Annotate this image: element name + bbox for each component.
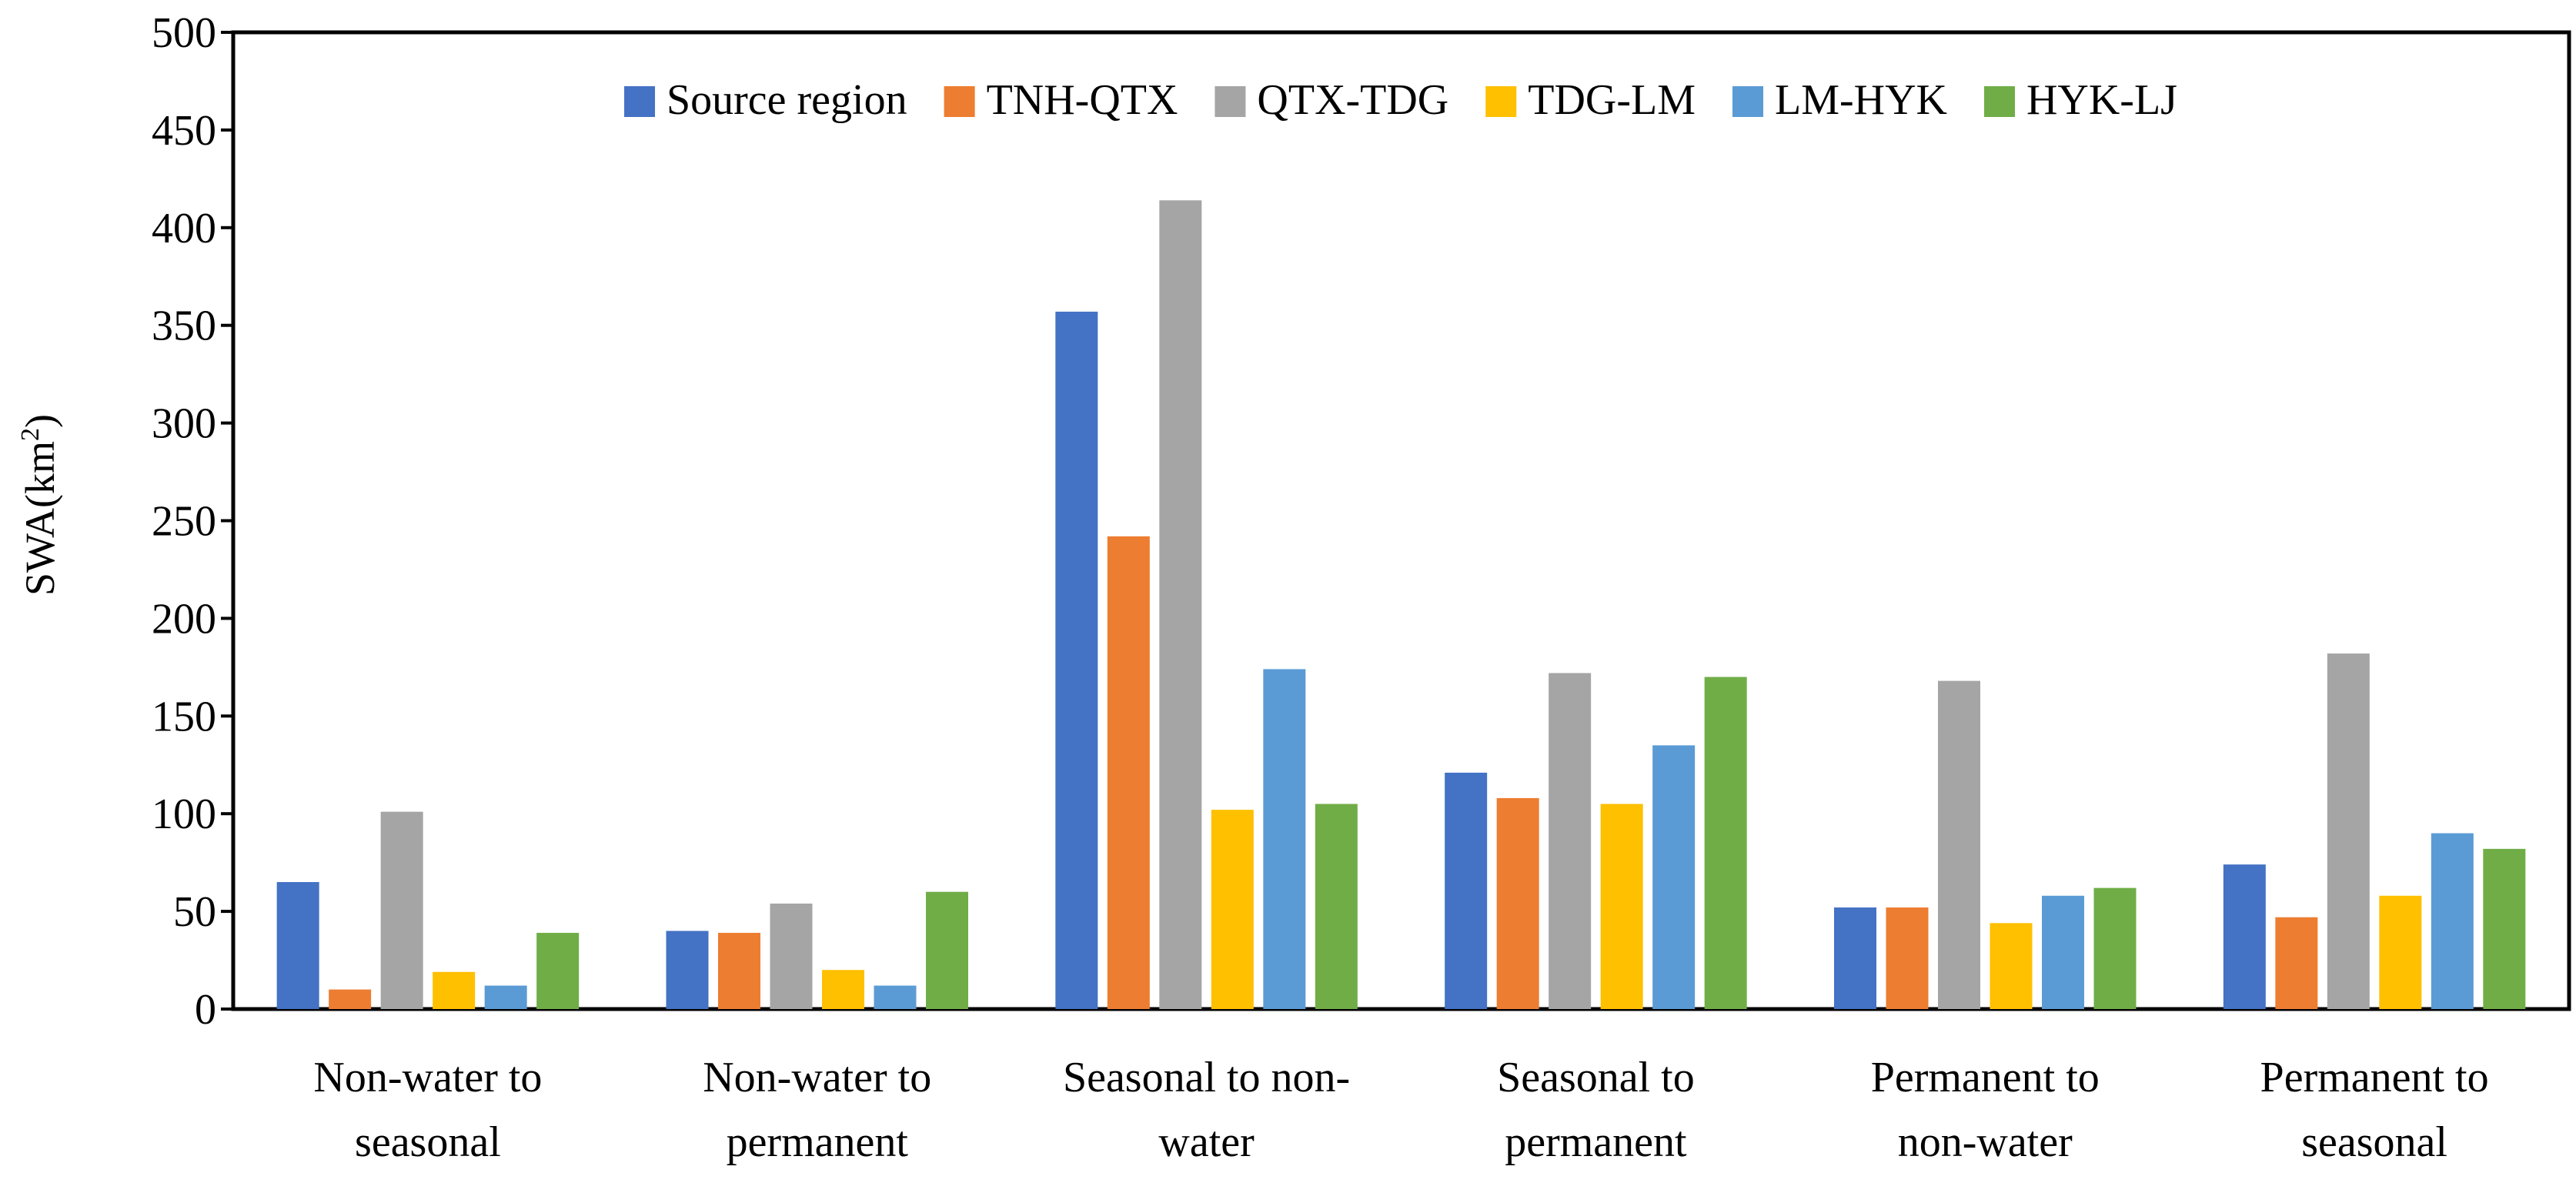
bar	[822, 970, 864, 1009]
legend-label: Source region	[667, 76, 907, 124]
legend-swatch	[1983, 86, 2015, 117]
y-tick-label: 400	[152, 205, 216, 252]
x-axis-category-labels: Non-water to seasonal Non-water to permanen…	[313, 1054, 2488, 1166]
x-category-label: Permanent to seasonal	[2260, 1054, 2489, 1166]
y-axis-title: SWA(km2)	[16, 414, 63, 596]
y-tick-label: 200	[152, 595, 216, 643]
plot-border	[231, 30, 2571, 1011]
legend-label: LM-HYK	[1775, 76, 1947, 124]
bar	[1834, 907, 1876, 1009]
y-tick-label: 150	[152, 693, 216, 740]
legend-item: HYK-LJ	[1983, 76, 2177, 124]
y-tick-label: 100	[152, 790, 216, 838]
bar	[1549, 673, 1592, 1009]
x-category-label: Non-water to permanent	[703, 1054, 931, 1166]
bar	[1315, 804, 1358, 1009]
bar	[1886, 907, 1929, 1009]
y-axis-ticks: 0 50 100 150 200 250 300 350 400 450 500	[152, 9, 233, 1034]
x-category-label: Non-water to seasonal	[313, 1054, 542, 1166]
legend: Source region TNH-QTX QTX-TDG TDG-LM LM-HYK H…	[624, 76, 2177, 124]
legend-item: Source region	[624, 76, 907, 124]
bar	[2223, 864, 2266, 1009]
bar	[1990, 923, 2033, 1009]
bar	[2483, 848, 2526, 1009]
bar	[1159, 200, 1202, 1009]
bar	[380, 811, 423, 1009]
plot-frame	[231, 30, 2571, 1011]
bar	[1211, 810, 1254, 1009]
bar	[770, 903, 813, 1009]
bar	[2042, 895, 2084, 1009]
y-tick-label: 50	[173, 888, 216, 936]
bar	[718, 933, 760, 1009]
x-category-label: Seasonal to non-water	[1063, 1054, 1350, 1166]
bar	[2093, 887, 2137, 1009]
bar	[1600, 804, 1643, 1009]
legend-swatch	[1732, 86, 1764, 117]
y-tick-label: 300	[152, 400, 216, 448]
legend-item: LM-HYK	[1732, 76, 1947, 124]
bar	[926, 891, 968, 1009]
bar	[2431, 833, 2474, 1009]
bar	[1496, 797, 1539, 1009]
bar	[874, 985, 917, 1009]
legend-swatch	[1214, 86, 1246, 117]
bar	[1263, 669, 1306, 1009]
bar	[484, 985, 527, 1009]
y-tick-label: 450	[152, 107, 216, 155]
legend-item: TNH-QTX	[944, 76, 1178, 124]
bar	[536, 933, 580, 1009]
bar	[1055, 311, 1098, 1010]
legend-label: QTX-TDG	[1257, 76, 1448, 124]
bar	[666, 931, 709, 1009]
legend-swatch	[624, 86, 656, 117]
legend-label: TNH-QTX	[987, 76, 1178, 124]
bar	[1938, 680, 1980, 1009]
legend-swatch	[1485, 86, 1517, 117]
bar	[1704, 677, 1747, 1009]
legend-swatch	[944, 86, 975, 117]
bar	[2379, 895, 2422, 1009]
x-category-label: Permanent to non-water	[1871, 1054, 2100, 1166]
bar	[1445, 772, 1488, 1009]
bar	[433, 971, 476, 1009]
legend-item: QTX-TDG	[1214, 76, 1448, 124]
y-tick-label: 250	[152, 498, 216, 546]
bar	[2327, 653, 2370, 1009]
bars-group	[276, 200, 2526, 1010]
y-tick-label: 0	[195, 986, 216, 1034]
bar	[1652, 745, 1696, 1009]
bar	[276, 882, 319, 1009]
x-category-label: Seasonal to permanent	[1497, 1054, 1695, 1166]
bar	[2275, 917, 2318, 1009]
y-tick-label: 500	[152, 9, 216, 57]
legend-label: HYK-LJ	[2026, 76, 2177, 124]
bar	[329, 989, 372, 1009]
bar	[1107, 536, 1150, 1009]
legend-item: TDG-LM	[1485, 76, 1696, 124]
y-tick-label: 350	[152, 302, 216, 350]
legend-label: TDG-LM	[1528, 76, 1696, 124]
